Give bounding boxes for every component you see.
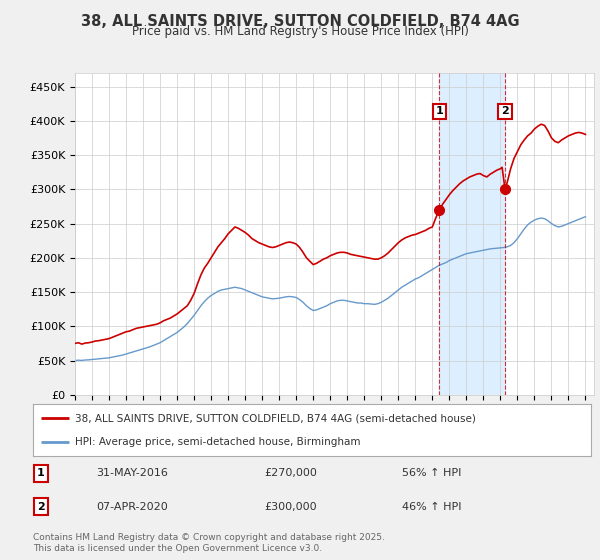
Text: 2: 2 xyxy=(501,106,509,116)
Text: 2: 2 xyxy=(37,502,44,512)
Text: Price paid vs. HM Land Registry's House Price Index (HPI): Price paid vs. HM Land Registry's House … xyxy=(131,25,469,38)
Text: 38, ALL SAINTS DRIVE, SUTTON COLDFIELD, B74 4AG: 38, ALL SAINTS DRIVE, SUTTON COLDFIELD, … xyxy=(80,14,520,29)
Text: 46% ↑ HPI: 46% ↑ HPI xyxy=(402,502,461,512)
Text: 56% ↑ HPI: 56% ↑ HPI xyxy=(402,468,461,478)
Text: 1: 1 xyxy=(436,106,443,116)
Text: HPI: Average price, semi-detached house, Birmingham: HPI: Average price, semi-detached house,… xyxy=(75,437,361,447)
Bar xyxy=(439,73,505,395)
Text: £270,000: £270,000 xyxy=(264,468,317,478)
Text: 1: 1 xyxy=(37,468,44,478)
Text: 07-APR-2020: 07-APR-2020 xyxy=(96,502,168,512)
Text: £300,000: £300,000 xyxy=(264,502,317,512)
Text: 31-MAY-2016: 31-MAY-2016 xyxy=(96,468,168,478)
Text: 38, ALL SAINTS DRIVE, SUTTON COLDFIELD, B74 4AG (semi-detached house): 38, ALL SAINTS DRIVE, SUTTON COLDFIELD, … xyxy=(75,413,476,423)
Text: Contains HM Land Registry data © Crown copyright and database right 2025.
This d: Contains HM Land Registry data © Crown c… xyxy=(33,533,385,553)
